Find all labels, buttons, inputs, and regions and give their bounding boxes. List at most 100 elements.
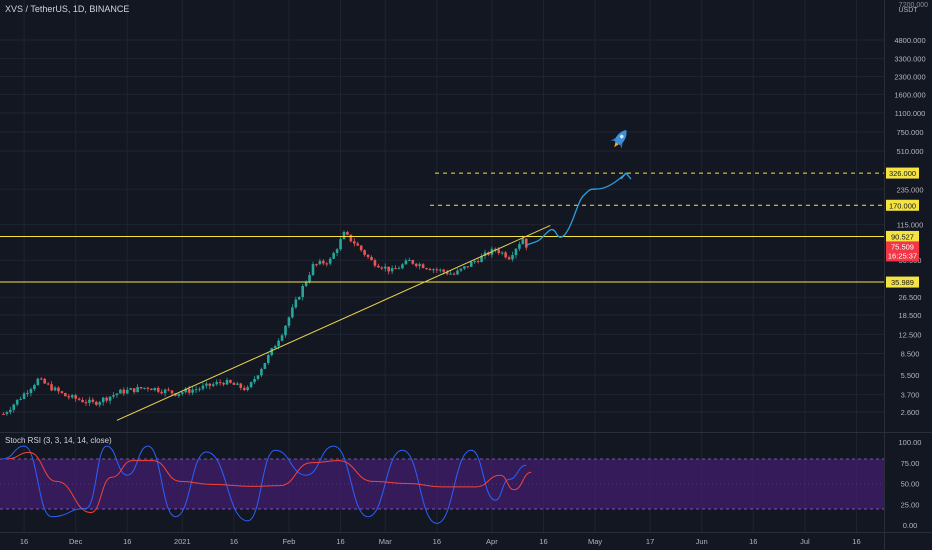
candle-body [81, 399, 84, 403]
time-axis-label: 16 [852, 537, 860, 546]
time-axis-label: 16 [230, 537, 238, 546]
time-axis-label: 16 [539, 537, 547, 546]
level-tag: 170.000 [889, 201, 916, 210]
candle-body [452, 273, 456, 275]
time-axis-label: 16 [749, 537, 757, 546]
candle-body [36, 378, 40, 386]
candle-body [438, 269, 442, 271]
candle-body [70, 395, 74, 398]
candle-body [194, 389, 198, 391]
time-axis-label: 17 [646, 537, 654, 546]
candle-body [287, 317, 291, 326]
candle-body [177, 393, 181, 396]
candle-body [301, 285, 304, 297]
candle-body [246, 387, 249, 390]
candle-body [115, 393, 119, 396]
candle-body [74, 395, 77, 399]
candle-body [53, 387, 57, 391]
candle-body [377, 265, 380, 268]
candle-body [263, 362, 267, 369]
candle-body [466, 266, 470, 268]
price-axis-tick: 750.000 [896, 128, 923, 137]
level-tag-bg [886, 199, 919, 211]
candle-body [277, 340, 280, 347]
candle-body [366, 254, 370, 257]
candle-body [112, 395, 115, 397]
candle-body [359, 245, 363, 251]
time-axis-label: Apr [486, 537, 498, 546]
candle-body [469, 261, 473, 267]
candle-body [414, 263, 418, 267]
stoch-axis-tick: 25.00 [901, 500, 920, 509]
candle-body [349, 234, 353, 242]
projection-curve [525, 172, 627, 246]
candle-body [339, 239, 342, 250]
candle-body [95, 401, 98, 405]
indicator-title: Stoch RSI (3, 3, 14, 14, close) [5, 436, 112, 445]
stoch-axis-tick: 100.00 [899, 438, 922, 447]
candle-body [418, 264, 421, 267]
price-axis-tick: 235.000 [896, 185, 923, 194]
candle-body [390, 268, 394, 272]
candle-body [401, 264, 404, 269]
candle-body [315, 264, 318, 266]
candle-body [432, 269, 435, 271]
candle-body [91, 399, 95, 402]
candle-body [352, 241, 356, 244]
candle-body [504, 252, 507, 258]
candle-body [163, 389, 167, 394]
candle-body [342, 231, 346, 240]
stoch-d-line [8, 451, 532, 514]
time-axis-label: 16 [20, 537, 28, 546]
candle-body [456, 270, 459, 275]
candle-body [160, 391, 163, 394]
candle-body [119, 389, 122, 394]
drawings[interactable] [0, 172, 884, 421]
candle-body [167, 389, 170, 391]
candle-body [297, 296, 301, 300]
level-tag-bg [886, 230, 919, 242]
price-axis-tick: 26.500 [899, 293, 922, 302]
price-axis-currency: USDT [898, 7, 918, 14]
candle-body [318, 260, 322, 265]
price-axis-tick: 8.500 [901, 349, 920, 358]
candle-body [153, 387, 157, 391]
candle-body [380, 267, 384, 269]
candle-body [373, 260, 377, 266]
stoch-axis-tick: 50.00 [901, 480, 920, 489]
candle-body [363, 250, 366, 255]
candle-body [15, 399, 19, 405]
candle-body [242, 387, 246, 390]
time-axis-label: Feb [282, 537, 295, 546]
level-tag-bg [886, 167, 919, 179]
candle-body [328, 258, 332, 264]
time-axis-label: Dec [69, 537, 83, 546]
candle-body [33, 385, 36, 390]
price-axis-tick: 115.000 [897, 221, 924, 230]
projection-arrowhead [620, 172, 632, 180]
candle-body [449, 273, 452, 275]
countdown-label: 16:25:37 [888, 251, 917, 260]
candle-body [9, 409, 12, 413]
chart-title: XVS / TetherUS, 1D, BINANCE [5, 4, 130, 14]
price-axis-tick: 4800.000 [894, 36, 925, 45]
stoch-rsi-lines [3, 445, 532, 524]
candle-body [346, 231, 349, 235]
candle-body [435, 269, 439, 271]
candle-body [394, 268, 397, 270]
candle-body [108, 396, 112, 401]
candle-body [211, 384, 215, 386]
candle-body [236, 383, 239, 385]
time-axis-label: 16 [433, 537, 441, 546]
candle-body [280, 335, 284, 341]
candle-body [146, 387, 150, 389]
candle-body [77, 398, 81, 400]
stoch-axis-tick: 75.00 [901, 459, 920, 468]
candle-body [518, 244, 521, 249]
candle-body [57, 387, 60, 392]
candle-body [98, 402, 102, 405]
price-axis-tick: 12.500 [899, 330, 922, 339]
candle-body [291, 307, 294, 318]
candle-body [387, 266, 390, 272]
